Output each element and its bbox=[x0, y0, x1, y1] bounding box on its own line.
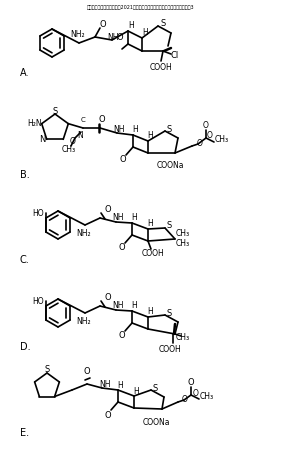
Text: B.: B. bbox=[20, 170, 30, 180]
Text: N: N bbox=[39, 135, 46, 144]
Text: O: O bbox=[119, 244, 125, 253]
Text: H: H bbox=[131, 301, 137, 310]
Text: C: C bbox=[81, 117, 85, 123]
Text: O: O bbox=[70, 138, 76, 147]
Text: CH₃: CH₃ bbox=[176, 239, 190, 248]
Text: HO: HO bbox=[32, 209, 44, 218]
Text: E.: E. bbox=[20, 428, 29, 438]
Text: N: N bbox=[77, 131, 83, 140]
Text: HO: HO bbox=[32, 297, 44, 306]
Text: D.: D. bbox=[20, 342, 31, 352]
Text: CH₃: CH₃ bbox=[215, 134, 229, 143]
Text: NH₂: NH₂ bbox=[77, 317, 91, 326]
Text: NH₂: NH₂ bbox=[77, 229, 91, 238]
Text: COOH: COOH bbox=[150, 63, 172, 72]
Text: COOH: COOH bbox=[142, 248, 164, 257]
Text: NH: NH bbox=[99, 379, 111, 388]
Text: NH₂: NH₂ bbox=[71, 30, 85, 40]
Text: S: S bbox=[166, 221, 172, 230]
Text: Cl: Cl bbox=[171, 52, 179, 61]
Text: CH₃: CH₃ bbox=[200, 392, 214, 401]
Text: S: S bbox=[152, 384, 158, 393]
Text: C.: C. bbox=[20, 255, 30, 265]
Text: H: H bbox=[132, 125, 138, 134]
Text: NH: NH bbox=[112, 212, 124, 221]
Text: O: O bbox=[203, 121, 209, 130]
Text: 西药学专业一，押题密卷，2021年执业药师考试《药学专业知识一》高频考点3: 西药学专业一，押题密卷，2021年执业药师考试《药学专业知识一》高频考点3 bbox=[87, 5, 195, 10]
Text: S: S bbox=[160, 19, 166, 28]
Text: H: H bbox=[117, 380, 123, 389]
Text: O: O bbox=[99, 115, 105, 124]
Text: S: S bbox=[52, 106, 58, 115]
Text: H: H bbox=[147, 219, 153, 228]
Text: O: O bbox=[119, 332, 125, 341]
Text: COOH: COOH bbox=[158, 344, 181, 353]
Text: O: O bbox=[207, 131, 213, 140]
Text: S: S bbox=[166, 124, 172, 133]
Text: NH: NH bbox=[112, 300, 124, 309]
Text: H: H bbox=[133, 386, 139, 395]
Text: COONa: COONa bbox=[156, 160, 184, 169]
Text: O: O bbox=[120, 156, 126, 165]
Text: O: O bbox=[105, 411, 111, 420]
Text: O: O bbox=[197, 139, 203, 148]
Text: O: O bbox=[182, 394, 188, 403]
Text: CH₃: CH₃ bbox=[176, 229, 190, 238]
Text: O: O bbox=[105, 204, 111, 213]
Text: H₂N: H₂N bbox=[28, 119, 42, 128]
Text: O: O bbox=[188, 377, 194, 386]
Text: H: H bbox=[128, 21, 134, 30]
Text: H: H bbox=[142, 28, 148, 37]
Text: CH₃: CH₃ bbox=[62, 146, 76, 155]
Text: NH: NH bbox=[113, 124, 125, 133]
Text: S: S bbox=[44, 366, 50, 375]
Text: A.: A. bbox=[20, 68, 30, 78]
Text: NH: NH bbox=[107, 34, 119, 43]
Text: S: S bbox=[166, 308, 172, 317]
Text: O: O bbox=[105, 292, 111, 301]
Text: O: O bbox=[193, 388, 199, 397]
Text: O: O bbox=[100, 20, 106, 29]
Text: O: O bbox=[84, 368, 90, 377]
Text: H: H bbox=[147, 307, 153, 316]
Text: COONa: COONa bbox=[142, 418, 170, 427]
Text: H: H bbox=[147, 131, 153, 140]
Text: CH₃: CH₃ bbox=[176, 333, 190, 342]
Text: O: O bbox=[117, 34, 123, 43]
Text: H: H bbox=[131, 213, 137, 222]
